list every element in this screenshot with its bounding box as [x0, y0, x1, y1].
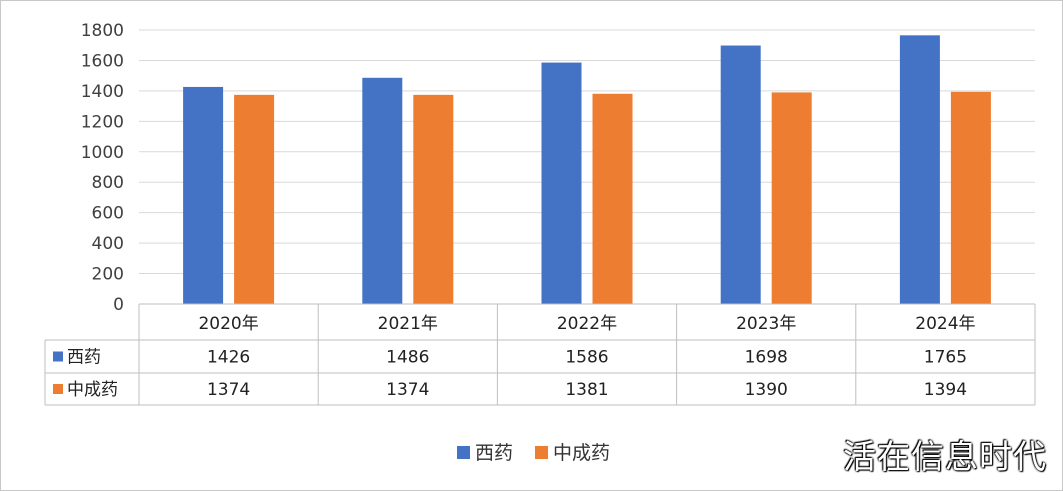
data-value: 1381: [565, 380, 608, 400]
bar-zhongchengyao: [234, 94, 275, 304]
y-tick-label: 1000: [81, 143, 124, 163]
data-value: 1426: [207, 348, 250, 368]
bar-zhongchengyao: [771, 92, 812, 305]
y-tick-label: 800: [92, 173, 124, 193]
y-tick-label: 600: [92, 204, 124, 224]
y-tick-label: 0: [113, 295, 124, 315]
legend-key: [457, 446, 470, 459]
legend: 西药 中成药: [457, 442, 610, 464]
legend-label: 西药: [475, 442, 513, 464]
data-value: 1765: [924, 348, 967, 368]
y-tick-label: 200: [92, 265, 124, 285]
y-tick-label: 400: [92, 234, 124, 254]
y-tick-label: 1200: [81, 112, 124, 132]
table-series-label: 西药: [67, 348, 101, 368]
data-value: 1390: [745, 380, 788, 400]
y-axis: 0 200 400 600 800 1000 1200 1400 1600 1800: [81, 21, 124, 315]
bar-zhongchengyao: [592, 93, 633, 304]
watermark-text: 活在信息时代: [843, 437, 1047, 476]
y-tick-label: 1600: [81, 51, 124, 71]
gridlines: [139, 29, 1035, 305]
y-tick-label: 1800: [81, 21, 124, 41]
bar-xiyao: [720, 45, 761, 304]
category-label: 2024年: [915, 314, 975, 334]
bar-zhongchengyao: [950, 91, 991, 305]
table-legend-key: [53, 384, 63, 394]
bar-xiyao: [899, 35, 940, 304]
bar-xiyao: [362, 77, 403, 304]
y-tick-label: 1400: [81, 82, 124, 102]
bar-xiyao: [541, 62, 582, 304]
bars: [183, 35, 991, 305]
data-value: 1394: [924, 380, 967, 400]
table-series-label: 中成药: [67, 380, 118, 400]
data-value: 1586: [565, 348, 608, 368]
table-legend-key: [53, 351, 63, 362]
data-value: 1374: [207, 380, 250, 400]
category-label: 2020年: [198, 314, 258, 334]
data-value: 1374: [386, 380, 429, 400]
data-value: 1698: [745, 348, 788, 368]
category-label: 2023年: [736, 314, 796, 334]
category-label: 2021年: [378, 314, 438, 334]
bar-xiyao: [183, 86, 224, 304]
legend-key: [535, 446, 548, 459]
bar-zhongchengyao: [413, 94, 454, 304]
legend-label: 中成药: [553, 442, 610, 464]
category-label: 2022年: [557, 314, 617, 334]
data-value: 1486: [386, 348, 429, 368]
